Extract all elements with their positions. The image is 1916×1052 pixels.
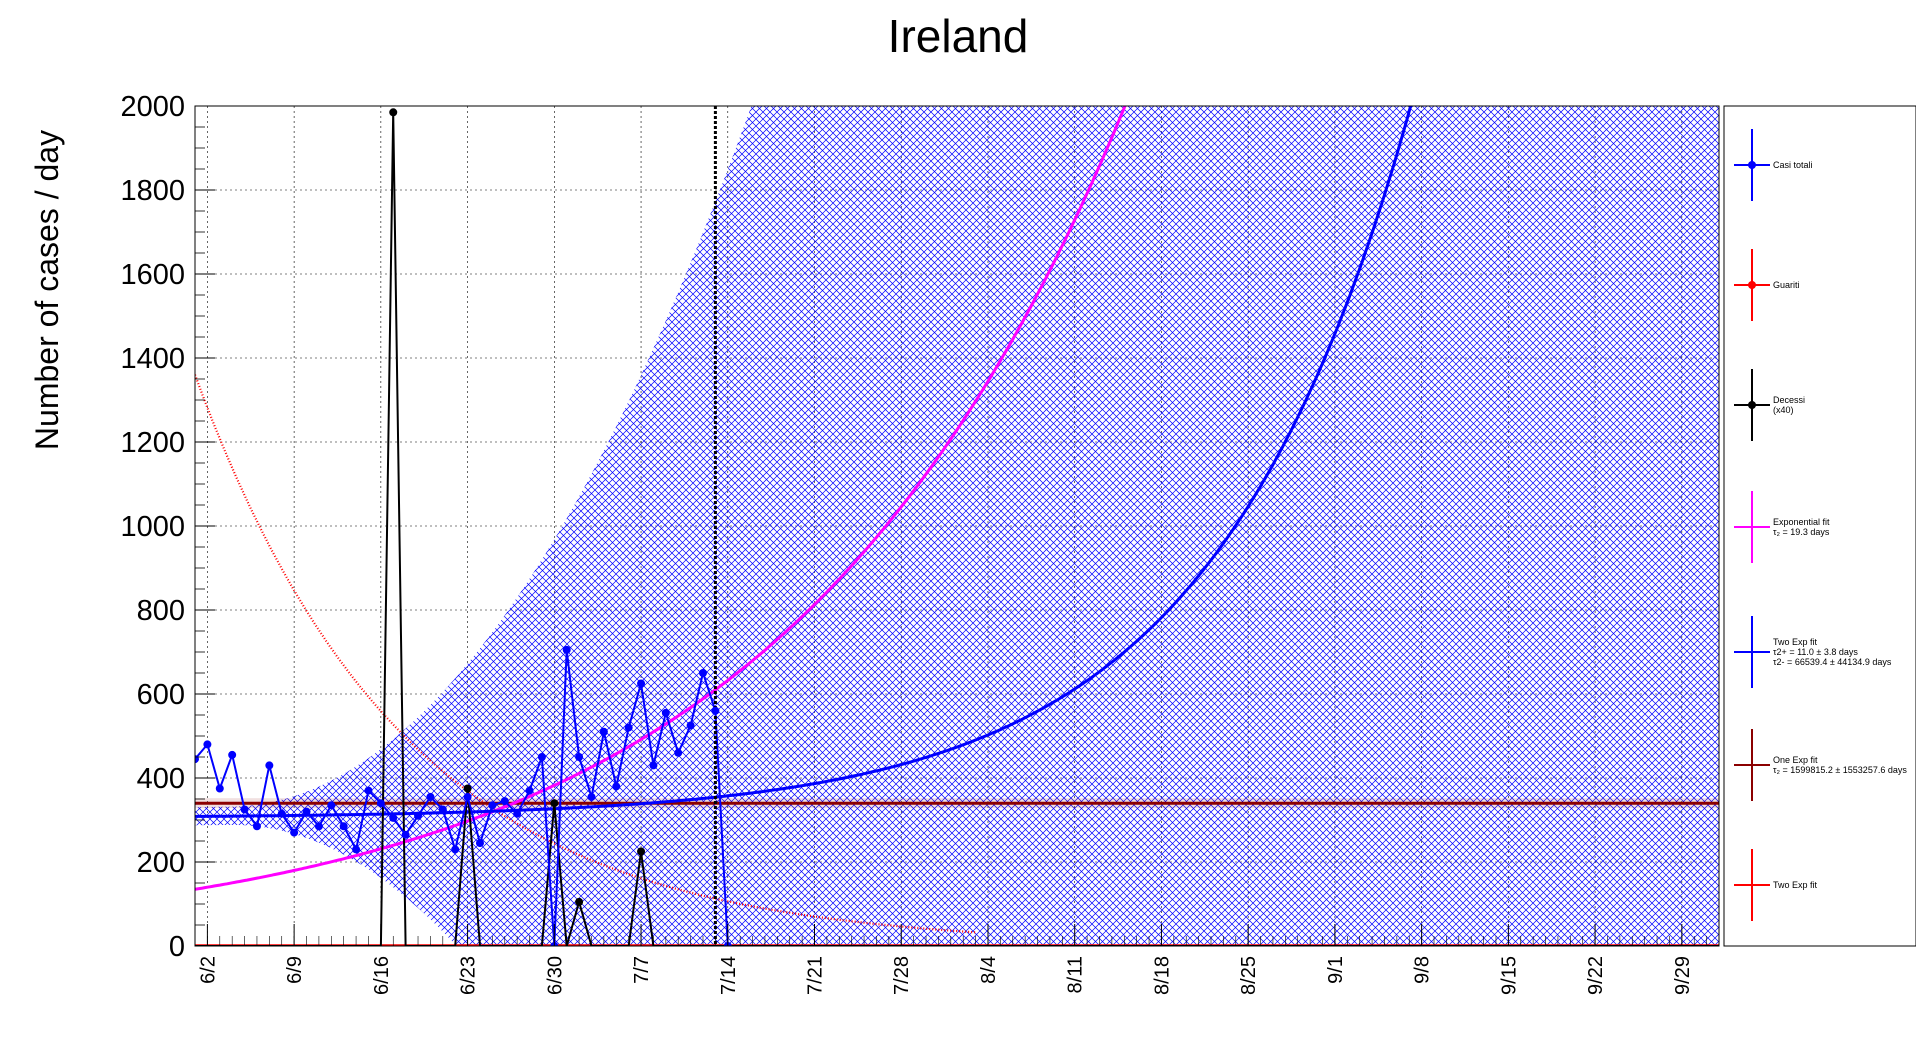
x-tick-label: 8/25: [1238, 956, 1260, 995]
casi-totali-point: [414, 811, 423, 820]
points-layer: [195, 108, 732, 946]
casi-totali-point: [562, 645, 571, 654]
decessi-point: [550, 799, 559, 808]
legend: Casi totali Guariti Decessi(x40) Exponentia…: [1734, 129, 1907, 921]
casi-totali-point: [364, 786, 373, 795]
casi-totali-point: [649, 761, 658, 770]
decessi-point: [463, 784, 472, 793]
y-tick-label: 1400: [120, 343, 185, 375]
casi-totali-point: [661, 708, 670, 717]
y-tick-label: 800: [137, 595, 185, 627]
x-tick-label: 9/8: [1412, 956, 1434, 984]
casi-totali-point: [240, 805, 249, 814]
casi-totali-point: [500, 797, 509, 806]
casi-totali-point: [599, 727, 608, 736]
legend-entry-label: (x40): [1773, 405, 1794, 415]
casi-totali-point: [612, 782, 621, 791]
casi-totali-point: [203, 740, 212, 749]
legend-marker-point: [1748, 161, 1756, 169]
x-tick-label: 8/11: [1065, 956, 1087, 993]
casi-totali-point: [463, 792, 472, 801]
casi-totali-point: [699, 669, 707, 677]
casi-totali-point: [513, 809, 522, 818]
casi-totali-point: [376, 799, 385, 808]
y-tick-label: 2000: [120, 91, 185, 123]
casi-totali-point: [537, 753, 546, 761]
legend-marker-point: [1748, 401, 1756, 409]
y-tick-label: 0: [169, 931, 185, 963]
y-tick-label: 1600: [120, 259, 185, 291]
casi-totali-point: [451, 845, 460, 854]
x-tick-label: 8/4: [978, 956, 1000, 984]
two-exp-fit-curve: [195, 106, 1413, 818]
legend-entry-label: τ₂ = 1599815.2 ± 1553257.6 days: [1773, 765, 1907, 775]
legend-entry-label: τ₂ = 19.3 days: [1773, 527, 1830, 537]
x-tick-label: 7/14: [718, 956, 740, 995]
casi-totali-point: [488, 801, 497, 810]
casi-totali-point: [252, 822, 261, 831]
decessi-point: [637, 847, 646, 856]
x-tick-label: 6/9: [284, 956, 306, 984]
chart-title: Ireland: [888, 10, 1029, 62]
casi-totali-point: [575, 753, 584, 761]
y-axis-label: Number of cases / day: [29, 130, 65, 450]
casi-totali-point: [426, 792, 435, 801]
x-tick-label: 9/1: [1325, 956, 1347, 984]
legend-marker-point: [1748, 281, 1756, 289]
legend-entry-label: Two Exp fit: [1773, 637, 1818, 647]
casi-totali-point: [302, 807, 311, 816]
x-tick-label: 7/7: [631, 956, 653, 984]
legend-entry-label: Two Exp fit: [1773, 880, 1818, 890]
legend-entry-label: τ2+ = 11.0 ± 3.8 days: [1773, 647, 1858, 657]
casi-totali-point: [339, 822, 348, 831]
casi-totali-point: [475, 839, 484, 848]
casi-totali-point: [314, 822, 323, 831]
x-tick-label: 6/2: [197, 956, 219, 984]
casi-totali-point: [401, 830, 410, 839]
x-tick-label: 7/21: [805, 956, 827, 995]
casi-totali-point: [711, 706, 720, 715]
axes: 0 200 400 600 800 1000 1200 1400 1600 1800 2000 6/2…: [120, 91, 1720, 995]
legend-entry-label: One Exp fit: [1773, 755, 1818, 765]
legend-entry-label: Casi totali: [1773, 160, 1813, 170]
legend-entry-label: Exponential fit: [1773, 517, 1830, 527]
casi-totali-point: [686, 721, 695, 730]
casi-totali-point: [327, 801, 336, 810]
x-tick-label: 7/28: [891, 956, 913, 995]
x-tick-label: 6/23: [458, 956, 480, 995]
casi-totali-point: [277, 809, 286, 818]
legend-entry-label: τ2- = 66539.4 ± 44134.9 days: [1773, 657, 1892, 667]
y-tick-label: 200: [137, 847, 185, 879]
y-tick-label: 600: [137, 679, 185, 711]
legend-entry-label: Guariti: [1773, 280, 1800, 290]
casi-totali-point: [265, 761, 274, 770]
casi-totali-point: [215, 784, 224, 793]
casi-totali-point: [352, 845, 361, 854]
y-tick-label: 1000: [120, 511, 185, 543]
casi-totali-point: [637, 679, 646, 688]
casi-totali-point: [624, 723, 633, 732]
x-tick-label: 9/29: [1672, 956, 1694, 995]
x-tick-label: 6/30: [544, 956, 566, 995]
legend-entry-label: Decessi: [1773, 395, 1805, 405]
casi-totali-point: [587, 792, 596, 801]
casi-totali-point: [674, 748, 683, 757]
y-tick-label: 400: [137, 763, 185, 795]
decessi-point: [389, 108, 398, 117]
casi-totali-point: [228, 750, 237, 759]
x-tick-label: 6/16: [371, 956, 393, 995]
casi-totali-point: [438, 805, 447, 814]
x-tick-label: 9/15: [1498, 956, 1520, 995]
casi-totali-point: [525, 786, 534, 795]
x-tick-label: 9/22: [1585, 956, 1607, 995]
y-tick-label: 1800: [120, 175, 185, 207]
casi-totali-point: [290, 828, 299, 837]
decessi-point: [575, 897, 584, 906]
x-tick-label: 8/18: [1151, 956, 1173, 995]
casi-totali-point: [389, 813, 398, 822]
y-tick-label: 1200: [120, 427, 185, 459]
